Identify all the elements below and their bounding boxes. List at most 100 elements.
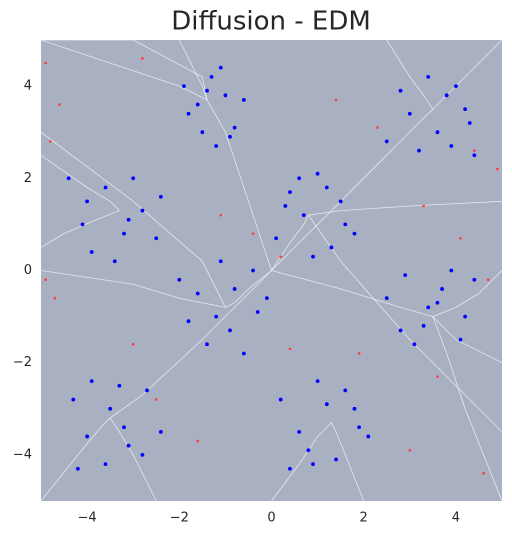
x-tick-label: 4 — [452, 511, 460, 526]
point — [482, 472, 485, 475]
point — [126, 217, 131, 222]
point — [158, 429, 163, 434]
point — [195, 291, 200, 296]
point — [228, 328, 232, 333]
point — [384, 296, 389, 301]
point — [436, 375, 439, 378]
point — [75, 466, 80, 471]
point — [219, 213, 223, 217]
point — [458, 337, 463, 342]
point — [435, 300, 440, 305]
y-tick-label: 4 — [24, 79, 32, 94]
trajectory — [178, 40, 208, 101]
point — [71, 397, 76, 402]
trajectory — [386, 40, 434, 110]
trajectory — [432, 316, 502, 501]
trajectory — [271, 270, 433, 317]
trajectory — [308, 200, 502, 216]
point — [140, 453, 145, 457]
point — [200, 130, 205, 135]
x-tick-label: −2 — [170, 511, 189, 526]
point — [454, 84, 458, 88]
trajectory — [41, 40, 208, 100]
point — [422, 204, 425, 208]
point — [315, 171, 320, 176]
point — [472, 153, 477, 158]
point — [315, 379, 320, 384]
trajectory — [225, 270, 272, 308]
point — [283, 204, 288, 208]
point — [218, 259, 223, 264]
trajectory — [109, 417, 157, 501]
point — [279, 255, 283, 258]
point — [398, 88, 403, 93]
point — [251, 232, 255, 235]
point — [301, 213, 306, 218]
point — [232, 125, 237, 130]
point — [182, 84, 186, 88]
point — [421, 323, 426, 328]
point — [214, 314, 219, 319]
point — [417, 148, 421, 153]
point — [352, 231, 357, 236]
point — [241, 98, 246, 102]
trajectory — [41, 270, 226, 308]
trajectory — [432, 270, 502, 317]
point — [89, 250, 94, 254]
point — [158, 194, 163, 199]
point — [366, 434, 371, 439]
chart-title: Diffusion - EDM — [171, 7, 371, 37]
x-tick-label: −4 — [78, 511, 97, 526]
point — [154, 398, 158, 401]
point — [103, 462, 108, 467]
point — [145, 388, 149, 393]
trajectory — [41, 131, 226, 308]
trajectory — [41, 154, 120, 211]
point — [228, 134, 232, 139]
y-tick-label: 2 — [24, 171, 32, 186]
point — [496, 167, 499, 171]
point — [357, 352, 361, 355]
point — [209, 74, 214, 79]
trajectory — [271, 108, 434, 271]
trajectory — [331, 422, 365, 501]
point — [311, 254, 315, 259]
point — [463, 107, 468, 112]
point — [334, 98, 338, 102]
trajectory — [109, 270, 272, 419]
point — [131, 342, 135, 346]
y-tick-label: −2 — [13, 355, 32, 370]
trajectory — [432, 316, 502, 364]
point — [408, 448, 412, 452]
point — [486, 278, 490, 282]
point — [278, 397, 283, 402]
point — [343, 388, 348, 393]
point — [472, 277, 477, 282]
trajectory — [41, 210, 120, 248]
point — [241, 351, 246, 356]
point — [297, 176, 302, 181]
point — [141, 57, 144, 60]
point — [306, 448, 311, 453]
point — [334, 457, 338, 462]
point — [112, 259, 117, 264]
point — [80, 222, 85, 227]
point — [58, 103, 61, 106]
point — [44, 278, 47, 282]
point — [384, 139, 389, 144]
point — [196, 439, 200, 443]
point — [444, 93, 449, 98]
plot-layer — [41, 40, 502, 501]
point — [426, 74, 431, 79]
point — [288, 190, 292, 195]
point — [324, 402, 329, 407]
point — [449, 144, 454, 148]
point — [288, 347, 292, 351]
point — [324, 185, 329, 190]
point — [117, 383, 122, 388]
point — [459, 236, 462, 240]
point — [103, 185, 108, 190]
point — [274, 236, 279, 241]
point — [232, 287, 237, 291]
point — [338, 199, 343, 204]
